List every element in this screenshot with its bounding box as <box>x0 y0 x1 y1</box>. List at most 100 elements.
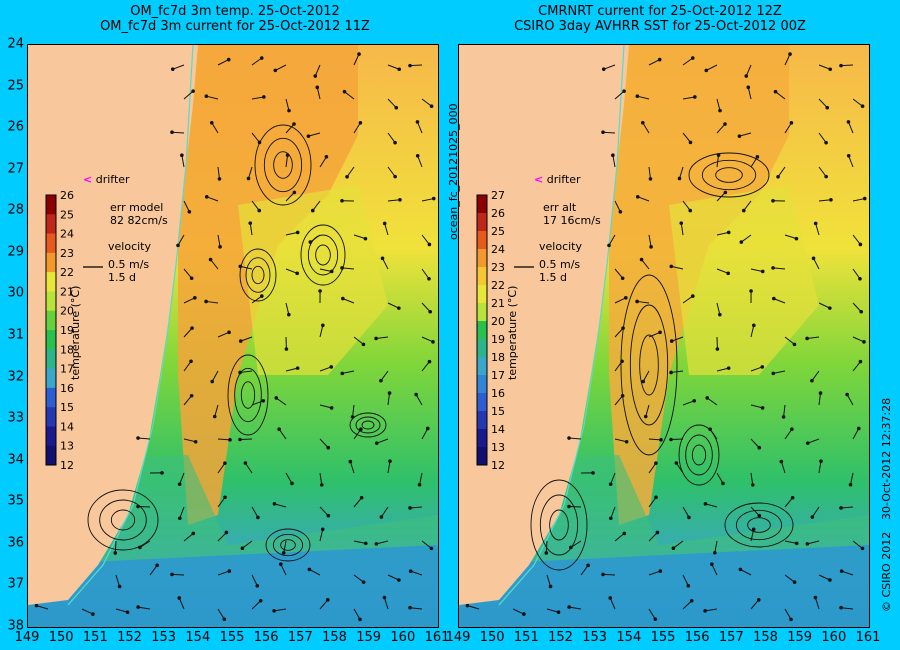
current-vector <box>421 234 430 245</box>
longitude-tick-label: 152 <box>548 630 573 645</box>
eddy-streamline <box>315 244 331 266</box>
current-vector <box>171 573 185 576</box>
current-vector-head <box>657 57 662 62</box>
current-vector-head <box>779 459 784 464</box>
current-vector <box>709 428 718 440</box>
colorbar-tick-label: 17 <box>491 369 505 382</box>
current-vector <box>387 574 400 581</box>
current-vector-head <box>272 609 276 613</box>
current-vector-head <box>810 515 815 519</box>
current-vector-head <box>771 371 776 376</box>
current-vector <box>850 472 854 485</box>
current-vector <box>308 132 321 137</box>
current-vector <box>244 462 253 474</box>
current-vector-head <box>348 459 353 464</box>
current-vector-head <box>622 531 627 536</box>
eddy-streamline <box>691 444 707 466</box>
warm-current-region <box>178 45 358 525</box>
current-vector-head <box>374 441 379 445</box>
colorbar-tick-label: 13 <box>491 441 505 454</box>
current-vector <box>648 608 656 620</box>
current-vector <box>642 370 650 382</box>
current-vector-head <box>750 483 755 487</box>
current-vector <box>249 223 253 236</box>
current-vector-head <box>417 482 422 487</box>
current-vector <box>807 540 820 545</box>
longitude-tick-label: 150 <box>479 630 505 645</box>
current-vector-head <box>326 445 331 450</box>
current-vector-head <box>319 483 324 487</box>
longitude-tick-label: 152 <box>117 630 142 645</box>
current-vector <box>641 259 650 270</box>
colorbar-tick-label: 23 <box>60 247 74 260</box>
current-vector-head <box>690 56 695 60</box>
current-vector <box>773 267 786 270</box>
current-vector <box>376 438 389 444</box>
longitude-tick-label: 161 <box>855 630 881 645</box>
current-vector <box>319 529 324 542</box>
current-vector-head <box>693 95 697 99</box>
current-vector <box>384 223 389 236</box>
current-vector-head <box>363 541 368 546</box>
current-vector-head <box>341 296 345 301</box>
current-vector <box>610 506 616 519</box>
current-vector-head <box>620 359 624 364</box>
current-vector-head <box>321 323 325 328</box>
current-vector <box>750 325 755 338</box>
current-vector <box>580 565 589 576</box>
current-vector-head <box>361 580 366 584</box>
current-vector <box>242 540 253 549</box>
current-vector <box>240 370 253 373</box>
current-vector <box>852 198 865 202</box>
current-vector <box>743 200 752 211</box>
current-vector-head <box>669 437 673 442</box>
current-vector <box>342 298 355 304</box>
eddy-streamline <box>685 434 713 476</box>
current-vector <box>217 608 225 620</box>
current-vector <box>716 192 726 202</box>
current-vector-head <box>601 572 605 577</box>
current-vector <box>285 231 298 236</box>
colorbar-segment <box>46 310 56 331</box>
current-vector <box>210 259 219 270</box>
eddy-streamline <box>629 304 669 426</box>
current-vector-head <box>257 208 262 213</box>
current-vector-head <box>839 569 844 573</box>
right-map-panel[interactable]: 27 26 25 24 23 22 21 20 19 18 17 16 15 14 13 12 < drift… <box>458 44 870 628</box>
current-vector-head <box>408 63 412 68</box>
current-vector-head <box>569 545 573 550</box>
current-vector <box>815 223 820 236</box>
current-vector <box>852 268 861 280</box>
eddy-streamline <box>300 224 346 286</box>
current-vector <box>682 400 695 406</box>
current-vector-head <box>284 347 289 351</box>
current-vector <box>280 563 287 576</box>
current-vector-head <box>522 612 526 616</box>
current-vector <box>178 597 185 610</box>
colorbar-segment <box>477 447 487 466</box>
current-vector <box>818 64 831 70</box>
current-vector-head <box>345 174 349 179</box>
left-velocity-scale: 0.5 m/s 1.5 d <box>108 258 149 284</box>
current-vector <box>818 98 828 109</box>
left-map-panel[interactable]: 26 25 24 23 22 21 20 19 18 17 16 15 14 13 12 < drifter… <box>27 44 439 628</box>
current-vector-head <box>805 542 810 546</box>
current-vector-head <box>829 198 833 202</box>
current-vector-head <box>772 296 776 301</box>
current-vector-head <box>703 502 708 506</box>
right-velocity-scale1: 0.5 m/s <box>539 258 581 271</box>
current-vector <box>705 503 718 508</box>
current-vector-head <box>712 550 717 555</box>
current-vector-head <box>688 140 693 145</box>
current-vector-head <box>654 495 658 500</box>
current-vector-head <box>567 504 571 509</box>
current-vector-head <box>741 208 746 213</box>
current-vector <box>852 361 861 372</box>
current-vector-head <box>295 230 300 235</box>
current-vector-head <box>465 603 470 608</box>
latitude-tick-label: 31 <box>7 327 24 343</box>
current-vector <box>319 472 323 485</box>
current-vector-head <box>749 289 753 293</box>
current-vector <box>409 64 423 67</box>
current-vector <box>784 574 795 583</box>
